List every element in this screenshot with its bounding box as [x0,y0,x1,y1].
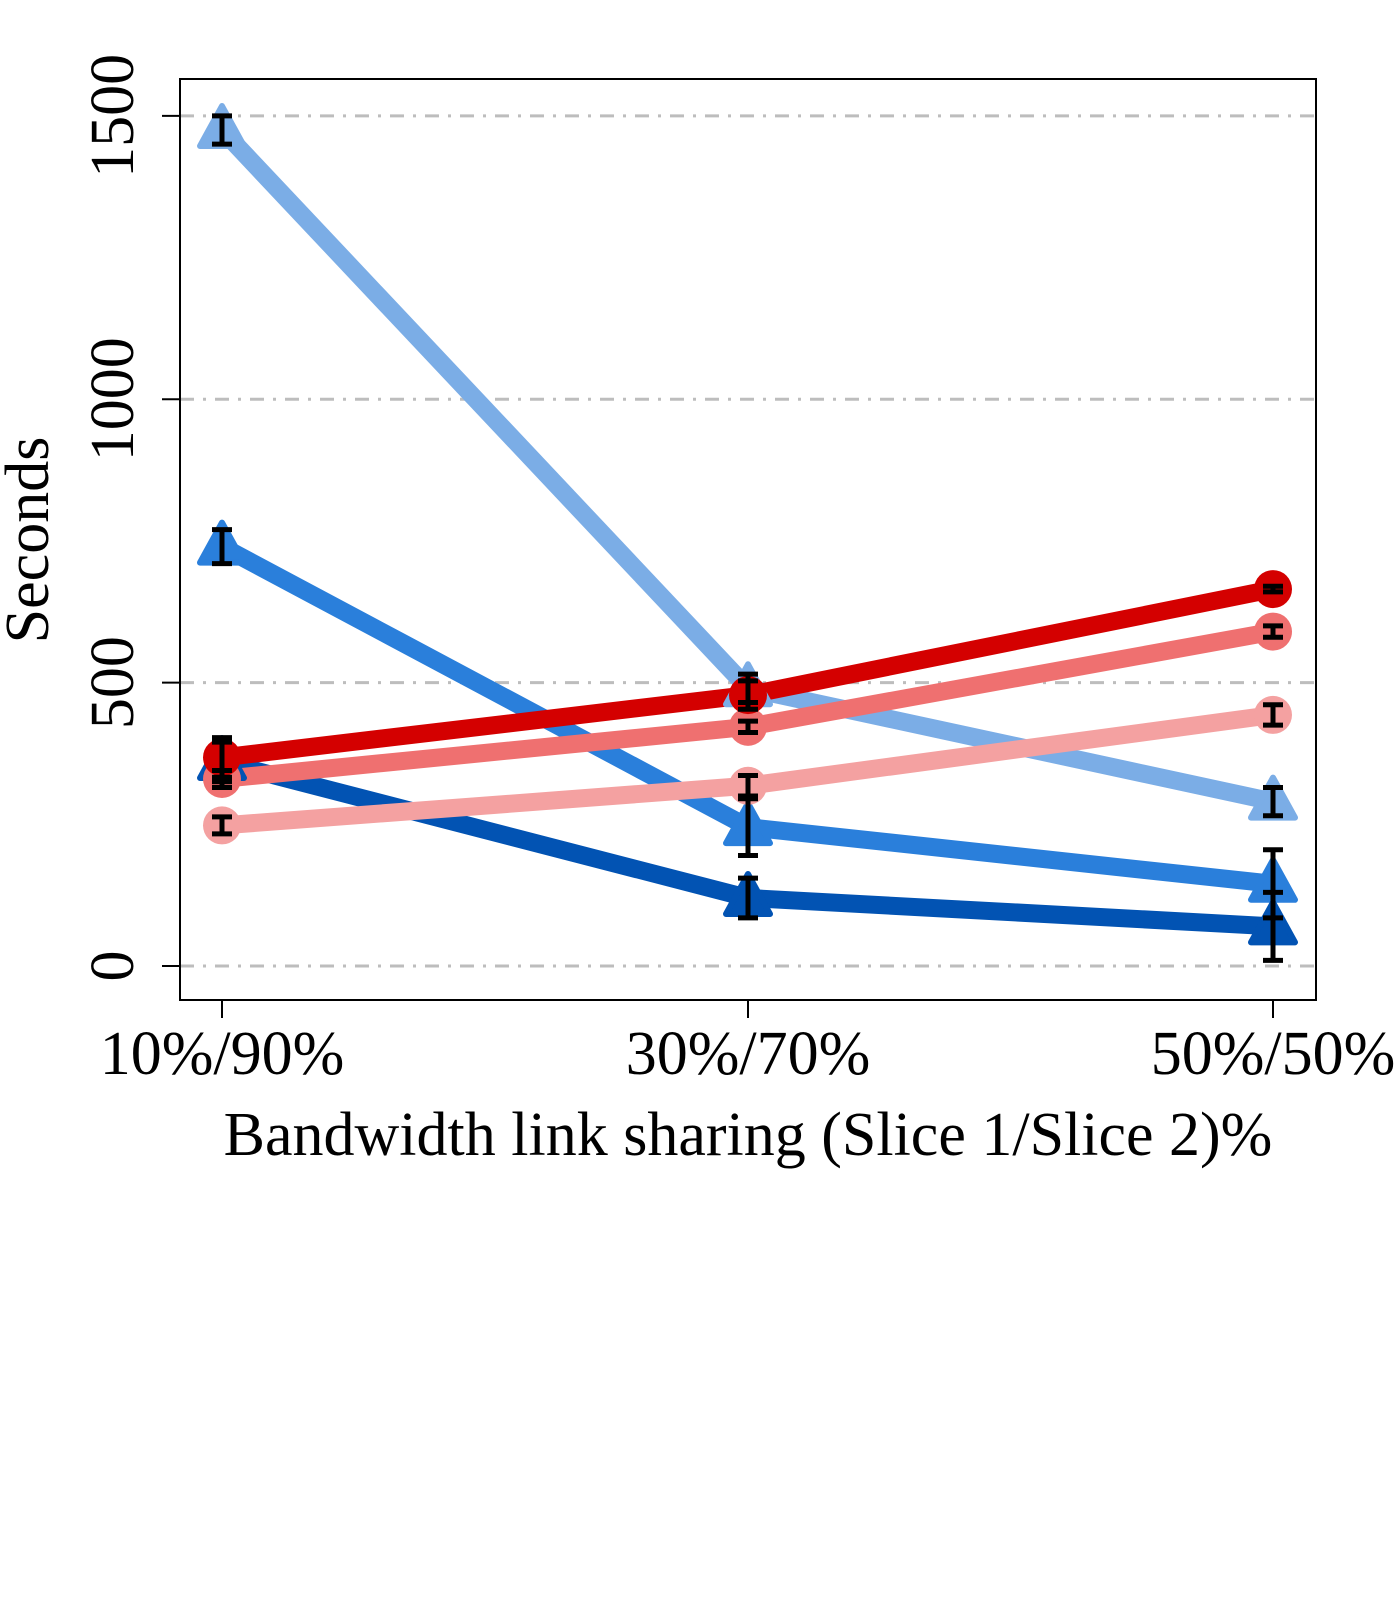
x-axis-title: Bandwidth link sharing (Slice 1/Slice 2)… [224,1101,1273,1169]
error-bar [738,678,758,712]
error-bar [1263,583,1283,595]
error-bar [738,773,758,799]
error-bar [212,527,232,567]
x-tick-label: 30%/70% [626,1020,871,1088]
error-bar [738,796,758,858]
error-bar [212,113,232,147]
error-bar [212,735,232,780]
y-tick-label: 1000 [79,337,147,461]
y-tick-label: 500 [79,636,147,729]
error-bar [1263,702,1283,728]
axis-ticks: 0 500 1000 1500 10%/90% 30%/70% 50%/50% [79,54,1395,1088]
error-bar [1263,623,1283,640]
y-axis-title: Seconds [0,437,62,644]
error-bar [738,875,758,921]
x-tick-label: 10%/90% [100,1020,345,1088]
error-bars [212,113,1283,963]
x-tick-label: 50%/50% [1151,1020,1396,1088]
error-bar [1263,784,1283,819]
error-bar [738,718,758,735]
y-tick-label: 0 [79,950,147,981]
error-bar [212,814,232,837]
y-tick-label: 1500 [79,54,147,178]
error-bar [1263,889,1283,963]
